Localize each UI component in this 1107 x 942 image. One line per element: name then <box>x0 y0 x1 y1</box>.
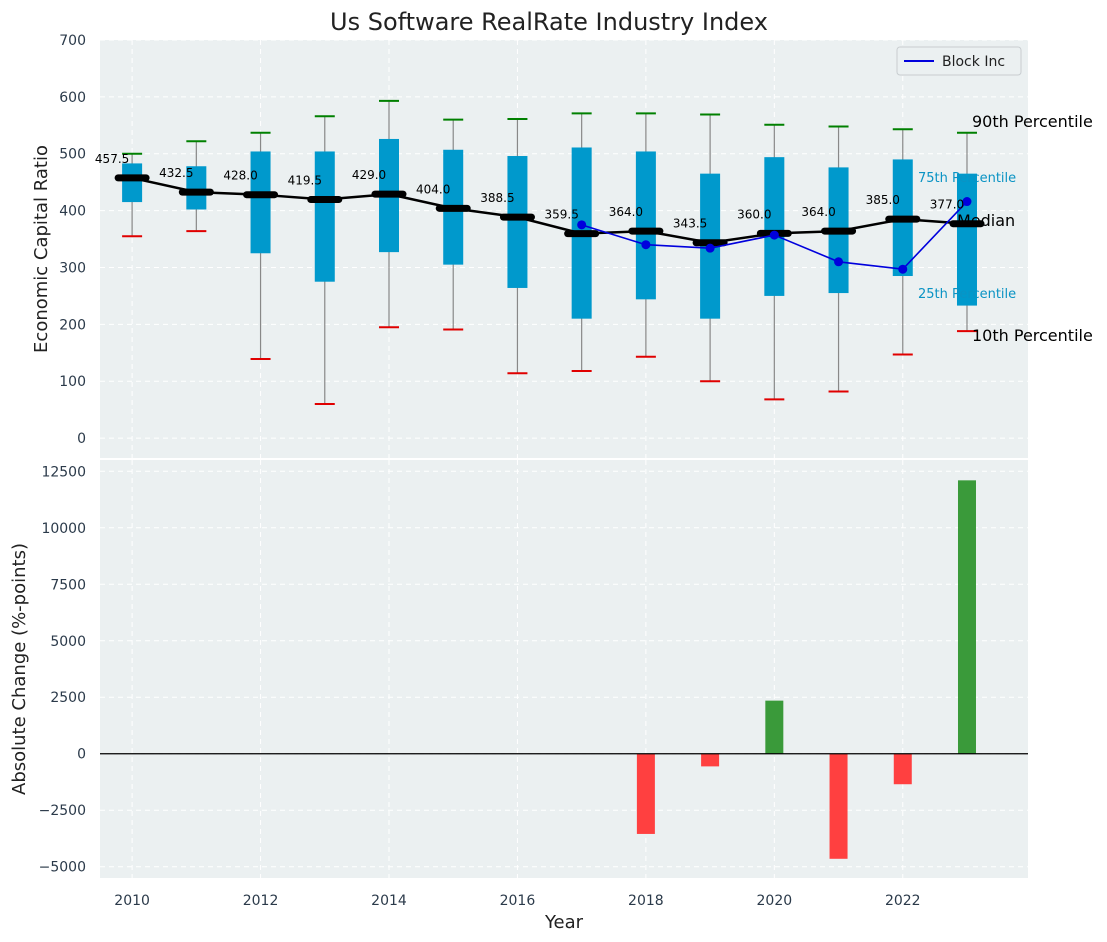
median-label-2014: 429.0 <box>352 168 386 182</box>
bottom-y-tick--2500: −2500 <box>39 803 86 819</box>
box-2010 <box>122 163 143 203</box>
company-point-2018 <box>641 240 651 250</box>
median-label-2010: 457.5 <box>95 152 129 166</box>
change-bar-2022 <box>893 753 912 785</box>
bottom-y-tick-10000: 10000 <box>41 521 86 537</box>
company-point-2017 <box>577 220 587 230</box>
bottom-y-tick-2500: 2500 <box>50 690 86 706</box>
x-tick-2018: 2018 <box>628 893 664 909</box>
change-bar-2023 <box>957 480 976 754</box>
legend: Block Inc <box>896 46 1022 76</box>
box-2023 <box>956 173 977 306</box>
median-label-2013: 419.5 <box>288 174 322 188</box>
x-tick-2012: 2012 <box>243 893 279 909</box>
box-2016 <box>507 156 528 288</box>
change-bar-2020 <box>765 700 784 754</box>
top-y-tick-500: 500 <box>59 147 86 163</box>
bottom-y-tick--5000: −5000 <box>39 860 86 876</box>
median-label-2023: 377.0 <box>930 198 964 212</box>
x-tick-labels: 2010 2012 2014 2016 2018 2020 2022 <box>114 893 920 909</box>
top-y-tick-100: 100 <box>59 374 86 390</box>
median-label-2012: 428.0 <box>223 169 257 183</box>
change-bar-2021 <box>829 753 848 859</box>
top-y-tick-400: 400 <box>59 204 86 220</box>
change-bar-2019 <box>701 753 720 767</box>
box-2018 <box>635 151 656 300</box>
bottom-y-tick-0: 0 <box>77 747 86 763</box>
bottom-y-tick-7500: 7500 <box>50 577 86 593</box>
median-series <box>114 174 985 247</box>
company-point-2022 <box>898 264 908 274</box>
top-y-tick-0: 0 <box>77 431 86 447</box>
bottom-plot-background <box>100 460 1028 878</box>
box-2020 <box>764 157 785 296</box>
percentile-annotations: 90th Percentile 75th Percentile Median 2… <box>918 112 1093 345</box>
annotation-p90: 90th Percentile <box>972 112 1093 131</box>
change-bars <box>636 480 976 859</box>
median-label-2020: 360.0 <box>737 207 771 221</box>
median-label-2021: 364.0 <box>801 205 835 219</box>
bottom-y-axis-label: Absolute Change (%-points) <box>9 543 30 795</box>
top-y-tick-labels: 0 100 200 300 400 500 600 700 <box>59 33 86 447</box>
annotation-p10: 10th Percentile <box>972 326 1093 345</box>
annotation-median: Median <box>957 211 1015 230</box>
legend-label-block-inc: Block Inc <box>942 54 1005 70</box>
bottom-y-tick-5000: 5000 <box>50 634 86 650</box>
top-y-tick-300: 300 <box>59 260 86 276</box>
median-label-2019: 343.5 <box>673 217 707 231</box>
bottom-y-tick-12500: 12500 <box>41 464 86 480</box>
company-point-2020 <box>769 230 779 240</box>
median-label-2011: 432.5 <box>159 166 193 180</box>
x-tick-2020: 2020 <box>757 893 793 909</box>
median-label-2022: 385.0 <box>866 193 900 207</box>
chart-title: Us Software RealRate Industry Index <box>330 8 768 36</box>
x-tick-2016: 2016 <box>500 893 536 909</box>
x-tick-2022: 2022 <box>885 893 921 909</box>
median-value-labels: 457.5 432.5 428.0 419.5 429.0 404.0 388.5 359.5… <box>95 152 964 231</box>
top-panel: 0 100 200 300 400 500 600 700 457.5 432.5 428.0 41… <box>31 33 1093 458</box>
x-axis-label: Year <box>544 912 584 933</box>
x-tick-2010: 2010 <box>114 893 150 909</box>
box-2011 <box>186 166 207 210</box>
median-label-2015: 404.0 <box>416 182 450 196</box>
change-bar-2018 <box>636 753 655 834</box>
company-point-2023 <box>962 197 972 207</box>
company-point-2021 <box>834 257 844 267</box>
top-y-tick-600: 600 <box>59 90 86 106</box>
box-2012 <box>250 151 271 254</box>
median-label-2017: 359.5 <box>544 208 578 222</box>
median-label-2016: 388.5 <box>480 191 514 205</box>
top-y-tick-700: 700 <box>59 33 86 49</box>
annotation-p25: 25th Percentile <box>918 287 1016 302</box>
company-point-2019 <box>705 243 715 253</box>
bottom-y-tick-labels: −5000 −2500 0 2500 5000 7500 10000 12500 <box>39 464 86 875</box>
top-plot-background <box>100 40 1028 458</box>
top-y-tick-200: 200 <box>59 317 86 333</box>
x-tick-2014: 2014 <box>371 893 407 909</box>
annotation-p75: 75th Percentile <box>918 171 1016 186</box>
legend-box <box>896 46 1022 76</box>
box-2013 <box>314 151 335 282</box>
top-y-axis-label: Economic Capital Ratio <box>31 145 52 353</box>
company-series <box>577 197 972 274</box>
median-label-2018: 364.0 <box>609 205 643 219</box>
